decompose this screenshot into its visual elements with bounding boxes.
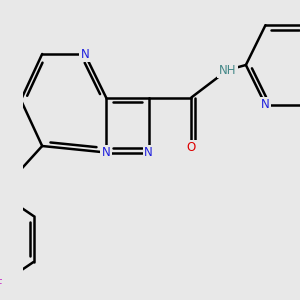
Text: O: O	[187, 141, 196, 154]
Text: F: F	[0, 278, 3, 292]
Text: N: N	[102, 146, 110, 159]
Text: N: N	[80, 47, 89, 61]
Text: NH: NH	[219, 64, 236, 76]
Text: N: N	[261, 98, 270, 111]
Text: N: N	[144, 146, 153, 159]
